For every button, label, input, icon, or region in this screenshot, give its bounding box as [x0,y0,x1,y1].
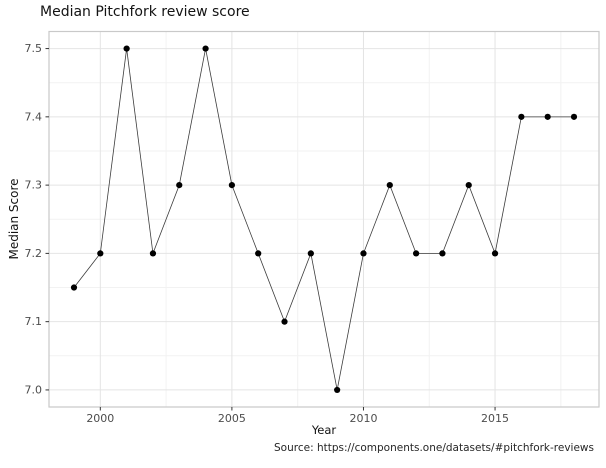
source-caption: Source: https://components.one/datasets/… [274,442,594,454]
data-point [544,113,551,120]
y-axis-title: Median Score [7,178,21,260]
x-axis-title: Year [311,423,337,437]
x-tick-label: 2005 [218,412,246,425]
panel-border [48,30,600,408]
data-point [518,113,525,120]
data-point [465,182,472,189]
series-line [73,48,574,391]
data-point [386,182,393,189]
data-point [123,45,130,52]
data-point [413,250,420,257]
data-point [228,182,235,189]
x-tick-label: 2010 [349,412,377,425]
x-tick-label: 2000 [86,412,114,425]
y-tick-label: 7.4 [25,110,43,123]
y-tick-label: 7.1 [25,315,43,328]
data-point [334,386,341,394]
chart-title: Median Pitchfork review score [40,4,250,20]
x-tick-label: 2015 [481,412,509,425]
data-point [149,250,157,257]
data-point [202,45,209,52]
data-point [97,250,104,257]
data-point [360,250,367,257]
y-tick-label: 7.5 [25,42,43,55]
y-tick-label: 7.3 [25,179,43,192]
data-point [176,182,183,189]
data-point [307,250,314,257]
data-point [70,284,78,291]
data-point [255,250,262,257]
data-point [281,318,288,325]
data-point [570,113,578,120]
data-point [491,250,499,257]
data-point [439,250,446,257]
y-tick-label: 7.2 [25,247,43,260]
y-tick-label: 7.0 [25,383,43,396]
